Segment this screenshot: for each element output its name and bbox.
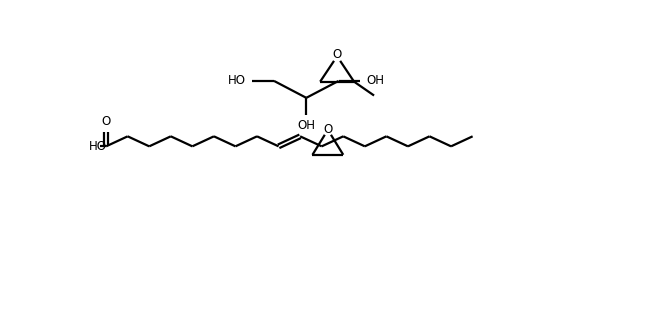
Text: O: O <box>324 123 333 136</box>
Text: O: O <box>102 115 111 128</box>
Text: HO: HO <box>89 140 107 153</box>
Text: O: O <box>333 48 342 61</box>
Text: OH: OH <box>298 119 315 132</box>
Text: HO: HO <box>229 74 246 88</box>
Text: OH: OH <box>367 74 384 88</box>
